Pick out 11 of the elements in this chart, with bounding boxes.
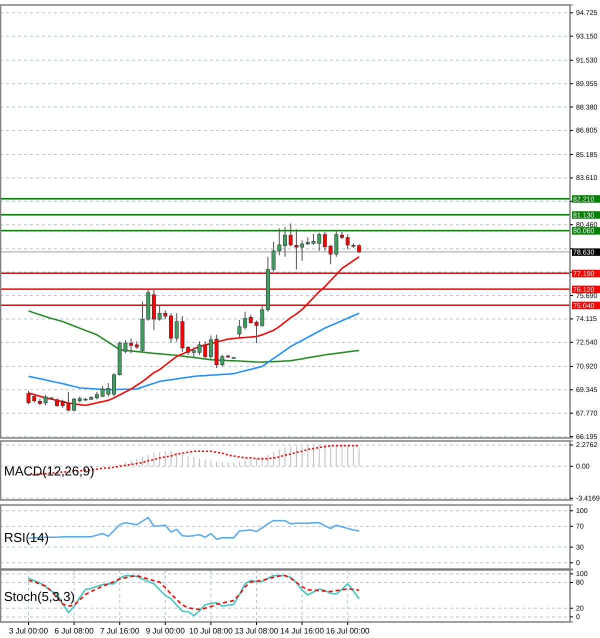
annotation: RSI(14) (4, 530, 49, 545)
x-tick-label: 7 Jul 16:00 (100, 626, 140, 636)
annotation: MACD(12,26,9) (4, 464, 94, 478)
x-tick-label: 16 Jul 00:00 (326, 626, 370, 636)
x-tick-label: 9 Jul 00:00 (146, 626, 186, 636)
x-tick-label: 13 Jul 08:00 (234, 626, 279, 636)
x-tick-label: 3 Jul 00:00 (8, 626, 49, 636)
x-tick-label: 10 Jul 08:00 (189, 626, 234, 636)
x-tick-label: 6 Jul 08:00 (54, 626, 94, 636)
x-tick-label: 14 Jul 16:00 (280, 626, 324, 636)
line-series (28, 310, 360, 363)
